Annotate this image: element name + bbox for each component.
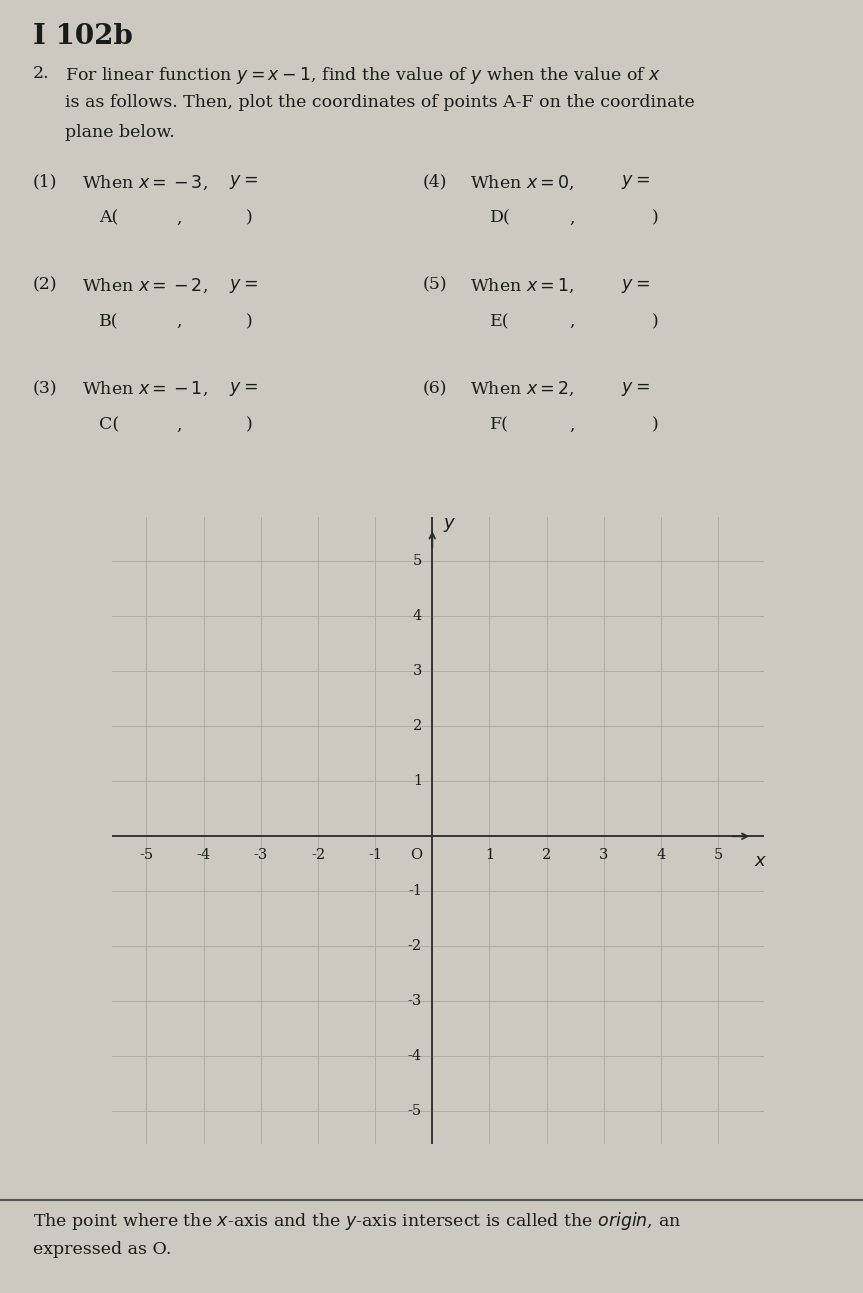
Text: -2: -2 (311, 848, 325, 862)
Text: ,: , (570, 313, 575, 330)
Text: When $x = -2$,: When $x = -2$, (82, 277, 208, 295)
Text: (2): (2) (33, 277, 58, 294)
Text: -1: -1 (369, 848, 382, 862)
Text: 5: 5 (413, 555, 422, 568)
Text: ,: , (177, 416, 182, 433)
Text: $y =$: $y =$ (229, 277, 257, 295)
Text: -5: -5 (408, 1104, 422, 1118)
Text: ,: , (177, 313, 182, 330)
Text: ,: , (570, 416, 575, 433)
Text: (5): (5) (423, 277, 448, 294)
Text: ): ) (652, 416, 658, 433)
Text: $x$: $x$ (754, 852, 767, 870)
Text: 3: 3 (599, 848, 608, 862)
Text: D(: D( (490, 209, 511, 226)
Text: ): ) (652, 313, 658, 330)
Text: 4: 4 (413, 609, 422, 623)
Text: 1: 1 (413, 775, 422, 789)
Text: expressed as O.: expressed as O. (33, 1241, 171, 1258)
Text: When $x = -3$,: When $x = -3$, (82, 173, 208, 191)
Text: 2: 2 (542, 848, 551, 862)
Text: B(: B( (99, 313, 119, 330)
Text: 4: 4 (656, 848, 665, 862)
Text: F(: F( (490, 416, 509, 433)
Text: 5: 5 (714, 848, 722, 862)
Text: 2: 2 (413, 719, 422, 733)
Text: $y =$: $y =$ (229, 173, 257, 191)
Text: $y =$: $y =$ (621, 380, 650, 398)
Text: 2.: 2. (33, 65, 49, 81)
Text: $y =$: $y =$ (621, 277, 650, 295)
Text: When $x = 1$,: When $x = 1$, (470, 277, 575, 295)
Text: E(: E( (490, 313, 510, 330)
Text: -3: -3 (407, 994, 422, 1009)
Text: 3: 3 (413, 665, 422, 679)
Text: -1: -1 (408, 884, 422, 899)
Text: ): ) (652, 209, 658, 226)
Text: -5: -5 (140, 848, 154, 862)
Text: ,: , (570, 209, 575, 226)
Text: O: O (410, 848, 422, 862)
Text: When $x = 0$,: When $x = 0$, (470, 173, 575, 191)
Text: ): ) (246, 209, 253, 226)
Text: When $x = 2$,: When $x = 2$, (470, 380, 575, 398)
Text: $y$: $y$ (443, 516, 456, 534)
Text: $y =$: $y =$ (621, 173, 650, 191)
Text: ): ) (246, 416, 253, 433)
Text: The point where the $x$-axis and the $y$-axis intersect is called the $\mathbf{\: The point where the $x$-axis and the $y$… (33, 1210, 681, 1232)
Text: (6): (6) (423, 380, 447, 397)
Text: (3): (3) (33, 380, 58, 397)
Text: When $x = -1$,: When $x = -1$, (82, 380, 208, 398)
Text: -3: -3 (254, 848, 268, 862)
Text: 1: 1 (485, 848, 494, 862)
Text: ): ) (246, 313, 253, 330)
Text: is as follows. Then, plot the coordinates of points A-F on the coordinate: is as follows. Then, plot the coordinate… (65, 94, 695, 111)
Text: (1): (1) (33, 173, 57, 190)
Text: I 102b: I 102b (33, 23, 133, 50)
Text: $y =$: $y =$ (229, 380, 257, 398)
Text: -2: -2 (408, 939, 422, 953)
Text: plane below.: plane below. (65, 124, 174, 141)
Text: For linear function $y = x - 1$, find the value of $y$ when the value of $x$: For linear function $y = x - 1$, find th… (65, 65, 661, 85)
Text: A(: A( (99, 209, 118, 226)
Text: ,: , (177, 209, 182, 226)
Text: C(: C( (99, 416, 119, 433)
Text: -4: -4 (408, 1050, 422, 1063)
Text: -4: -4 (197, 848, 211, 862)
Text: (4): (4) (423, 173, 447, 190)
